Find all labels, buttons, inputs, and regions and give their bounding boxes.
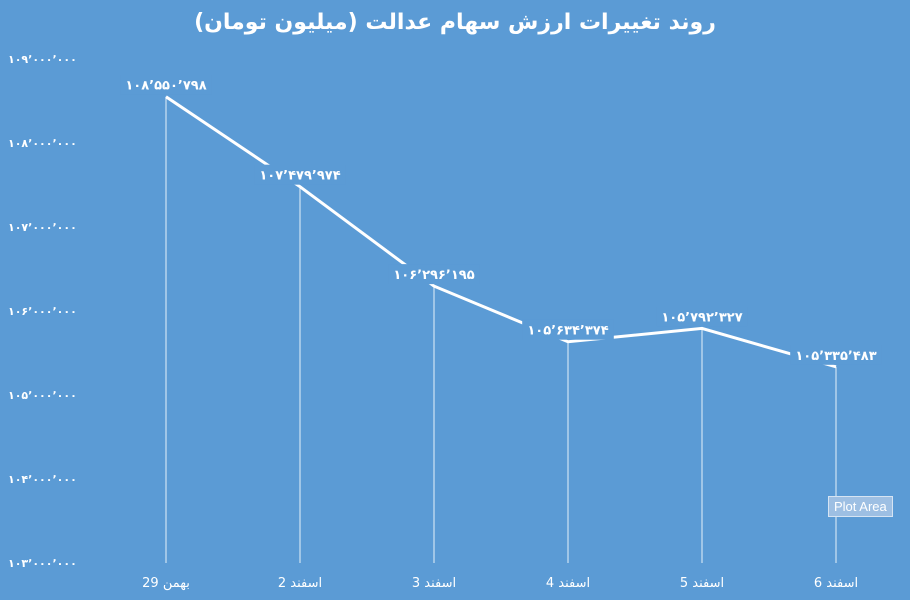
x-tick-label: 3 اسفند	[412, 576, 456, 591]
x-tick-label: 29 بهمن	[142, 576, 190, 591]
y-tick-label: ۱۰۹٬۰۰۰٬۰۰۰	[8, 53, 77, 66]
x-tick-label: 2 اسفند	[278, 576, 322, 591]
x-tick-label: 4 اسفند	[546, 576, 590, 591]
y-tick-label: ۱۰۸٬۰۰۰٬۰۰۰	[8, 137, 77, 150]
x-axis: 29 بهمن 2 اسفند 3 اسفند 4 اسفند 5 اسفند 6 اسف…	[142, 576, 858, 591]
y-tick-label: ۱۰۵٬۰۰۰٬۰۰۰	[8, 389, 77, 402]
y-tick-label: ۱۰۴٬۰۰۰٬۰۰۰	[8, 473, 77, 486]
data-label: ۱۰۷٬۴۷۹٬۹۷۴	[259, 169, 340, 184]
y-tick-label: ۱۰۶٬۰۰۰٬۰۰۰	[8, 305, 77, 318]
x-tick-label: 6 اسفند	[814, 576, 858, 591]
plot-area-tooltip: Plot Area	[828, 496, 893, 517]
data-label: ۱۰۵٬۶۳۴٬۳۷۴	[527, 324, 608, 339]
data-label: ۱۰۶٬۲۹۶٬۱۹۵	[393, 268, 474, 283]
drop-lines	[165, 96, 837, 563]
y-tick-label: ۱۰۳٬۰۰۰٬۰۰۰	[8, 557, 77, 570]
data-label: ۱۰۵٬۳۳۵٬۴۸۳	[795, 349, 876, 364]
data-label: ۱۰۸٬۵۵۰٬۷۹۸	[125, 79, 206, 94]
data-label-background	[522, 319, 614, 340]
data-label-background	[388, 264, 480, 285]
data-labels: ۱۰۸٬۵۵۰٬۷۹۸ ۱۰۷٬۴۷۹٬۹۷۴ ۱۰۶٬۲۹۶٬۱۹۵ ۱۰۵٬۶۳۴…	[120, 74, 882, 365]
y-tick-label: ۱۰۷٬۰۰۰٬۰۰۰	[8, 221, 77, 234]
data-label-background	[254, 164, 346, 185]
chart-title: روند تغییرات ارزش سهام عدالت (میلیون توم…	[194, 10, 716, 35]
y-axis: ۱۰۹٬۰۰۰٬۰۰۰ ۱۰۸٬۰۰۰٬۰۰۰ ۱۰۷٬۰۰۰٬۰۰۰ ۱۰۶٬۰۰۰…	[8, 53, 77, 570]
x-tick-label: 5 اسفند	[680, 576, 724, 591]
data-label-background	[790, 344, 882, 365]
data-label: ۱۰۵٬۷۹۲٬۳۲۷	[661, 310, 742, 325]
data-label-background	[120, 74, 212, 95]
data-label-background	[656, 306, 748, 327]
